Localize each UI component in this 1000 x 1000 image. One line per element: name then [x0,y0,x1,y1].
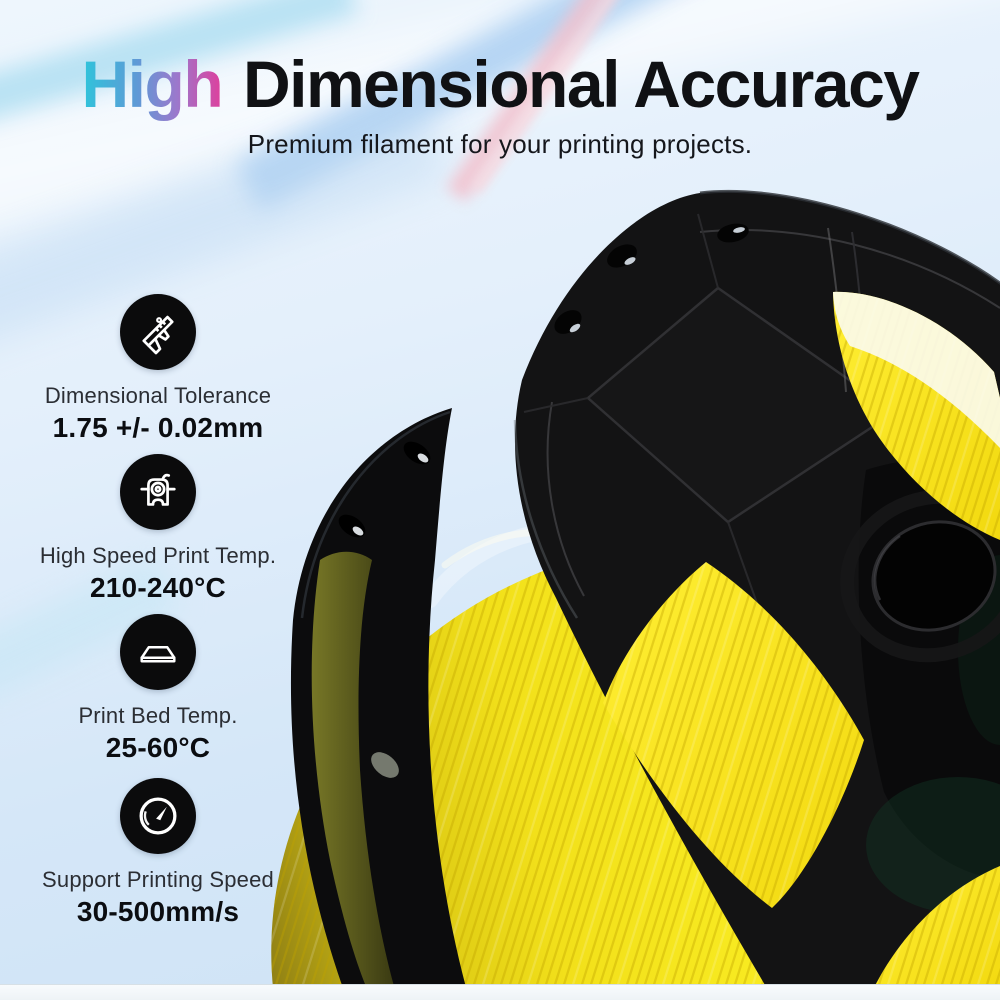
spec-label: Support Printing Speed [42,867,274,892]
spec-label: High Speed Print Temp. [39,543,277,568]
spec-value: 210-240°C [90,572,226,603]
spec-badge [120,294,196,370]
print-bed-icon [140,645,176,663]
speedometer-icon [139,797,177,835]
spec-dimensional-tolerance: Dimensional Tolerance 1.75 +/- 0.02mm [0,294,316,444]
spec-print-temp: High Speed Print Temp. 210-240°C [0,454,316,604]
spool-hub [840,458,1000,913]
rivet-hole [338,441,431,538]
spec-value: 30-500mm/s [76,896,240,927]
spec-label: Dimensional Tolerance [44,383,272,408]
spec-list: Dimensional Tolerance 1.75 +/- 0.02mm Hi… [0,0,316,1000]
spec-badge [120,778,196,854]
spec-label: Print Bed Temp. [78,703,238,728]
floor [0,984,1000,1000]
spool-back-flange [290,408,470,1000]
spec-bed-temp: Print Bed Temp. 25-60°C [0,614,316,764]
spec-badge [120,614,196,690]
spec-value: 1.75 +/- 0.02mm [52,412,264,443]
caliper-icon [142,315,174,355]
title-rest: Dimensional Accuracy [242,47,920,121]
spec-badge [120,454,196,530]
spec-value: 25-60°C [105,732,211,763]
spec-print-speed: Support Printing Speed 30-500mm/s [0,778,316,928]
extruder-icon [140,473,176,506]
filament-highlight [833,291,1000,448]
